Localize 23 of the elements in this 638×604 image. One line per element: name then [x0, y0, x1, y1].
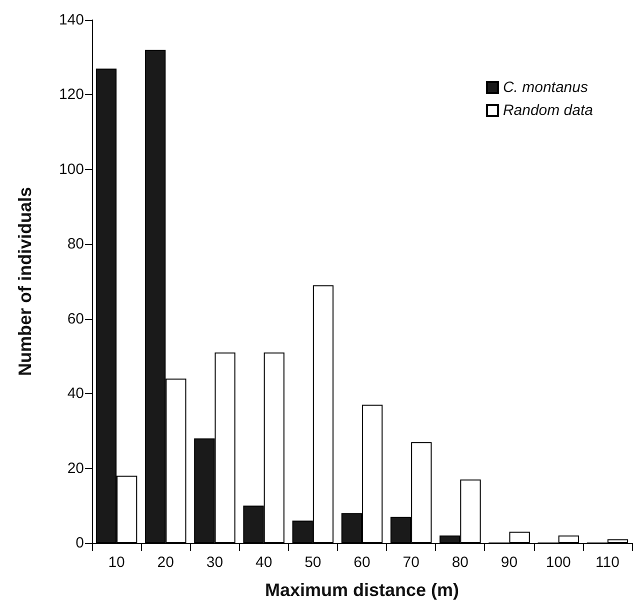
x-tick-label: 100 — [546, 554, 571, 571]
y-tick-label: 80 — [67, 236, 84, 253]
x-tick-label: 80 — [452, 554, 469, 571]
x-tick-label: 50 — [304, 554, 322, 571]
y-tick-label: 140 — [58, 12, 84, 28]
y-axis-title: Number of individuals — [15, 186, 35, 376]
legend-label: Random data — [502, 102, 594, 119]
y-tick-label: 100 — [58, 160, 84, 178]
x-tick-label: 40 — [255, 554, 272, 571]
y-tick-label: 60 — [67, 310, 84, 328]
y-tick-label: 40 — [67, 385, 84, 402]
y-tick-label: 20 — [67, 460, 84, 477]
y-tick-label: 120 — [58, 86, 84, 104]
x-tick-label: 60 — [354, 554, 370, 571]
x-tick-label: 70 — [402, 554, 420, 571]
x-tick-label: 30 — [206, 554, 224, 571]
x-axis-title: Maximum distance (m) — [264, 580, 460, 600]
x-tick-label: 90 — [500, 554, 518, 571]
x-tick-label: 10 — [108, 554, 125, 571]
x-tick-label: 110 — [595, 554, 620, 571]
legend-label: C. montanus — [502, 79, 588, 96]
x-tick-label: 20 — [157, 554, 174, 571]
y-tick-label: 0 — [76, 534, 84, 552]
